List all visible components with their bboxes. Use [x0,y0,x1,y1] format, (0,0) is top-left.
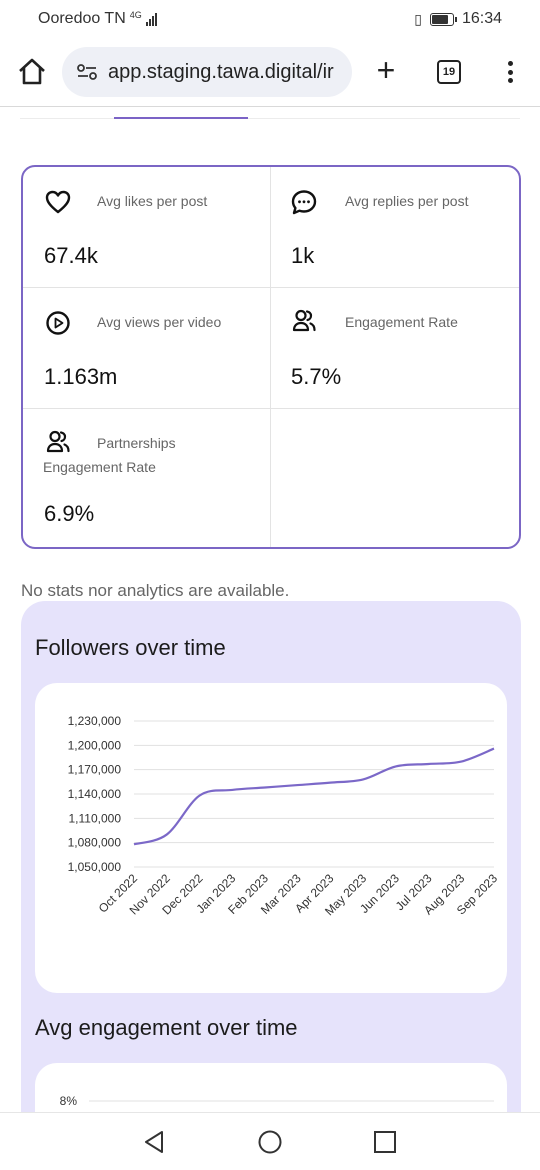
stat-value: 5.7% [291,364,342,389]
followers-series-line [133,747,495,846]
y-tick-label: 8% [60,1094,78,1108]
toolbar-divider [0,106,540,107]
tab-strip [20,118,520,119]
stat-partnerships-engagement: Partnerships Engagement Rate 6.9% [23,409,270,547]
y-tick-label: 1,170,000 [68,763,122,777]
network-type: 4G [129,10,142,20]
grid-divider [270,167,271,547]
section-title: Followers over time [35,635,226,660]
chat-bubble-icon [291,190,317,215]
y-tick-label: 1,230,000 [68,714,122,728]
y-tick-label: 1,140,000 [68,787,122,801]
stat-label: Partnerships [97,435,176,451]
back-icon[interactable] [142,1129,168,1155]
home-icon[interactable] [16,56,48,88]
stat-value: 1k [291,243,315,268]
new-tab-icon[interactable]: + [376,52,396,88]
y-tick-label: 1,110,000 [69,811,122,825]
followers-chart: 1,050,000 1,080,000 1,110,000 1,140,000 1,17… [68,714,501,918]
vibrate-icon: ▯ [414,10,422,27]
stat-label: Avg views per video [97,314,222,330]
y-tick-label: 1,200,000 [68,738,122,752]
stat-value: 67.4k [44,243,98,268]
overflow-menu-icon[interactable] [500,58,520,86]
y-tick-label: 1,050,000 [68,860,122,874]
recents-icon[interactable] [372,1129,398,1155]
signal-icon [145,12,157,26]
stat-avg-likes: Avg likes per post 67.4k [23,167,270,287]
followers-chart-card: 1,050,000 1,080,000 1,110,000 1,140,000 1,17… [35,683,507,993]
stat-label: Engagement Rate [345,314,458,330]
clock: 16:34 [461,10,502,27]
no-stats-message: No stats nor analytics are available. [21,581,290,600]
stats-card: Avg likes per post 67.4k Avg replies per… [21,165,521,549]
grid-divider [23,408,519,409]
active-tab-indicator [114,117,248,119]
grid-divider [23,287,519,288]
play-icon [46,311,70,335]
y-tick-label: 1,080,000 [68,836,122,850]
stat-value: 6.9% [44,501,95,526]
address-bar[interactable]: app.staging.tawa.digital/ir [62,47,352,97]
engagement-chart: 8% [60,1094,494,1108]
status-bar: Ooredoo TN 4G ▯ 16:34 [0,0,540,38]
section-title: Avg engagement over time [35,1015,298,1040]
stat-avg-replies: Avg replies per post 1k [271,167,519,287]
stat-engagement-rate: Engagement Rate 5.7% [271,288,519,408]
heart-icon [45,190,71,214]
home-nav-icon[interactable] [257,1129,283,1155]
browser-toolbar: app.staging.tawa.digital/ir + 19 [0,38,540,106]
analytics-section: Followers over time 1,050,000 1,080,000 1,… [21,601,521,1170]
url-text: app.staging.tawa.digital/ir [108,60,334,83]
stat-label: Engagement Rate [43,459,156,475]
site-settings-icon[interactable] [76,63,98,81]
carrier-name: Ooredoo TN [38,10,126,27]
stat-label: Avg replies per post [345,193,469,209]
stat-label: Avg likes per post [97,193,208,209]
stat-avg-views: Avg views per video 1.163m [23,288,270,408]
battery-icon [429,12,457,26]
stat-value: 1.163m [44,364,118,389]
users-icon [292,309,316,332]
tab-switcher-button[interactable]: 19 [437,60,461,84]
users-icon [46,430,70,453]
system-nav-bar [0,1112,540,1170]
